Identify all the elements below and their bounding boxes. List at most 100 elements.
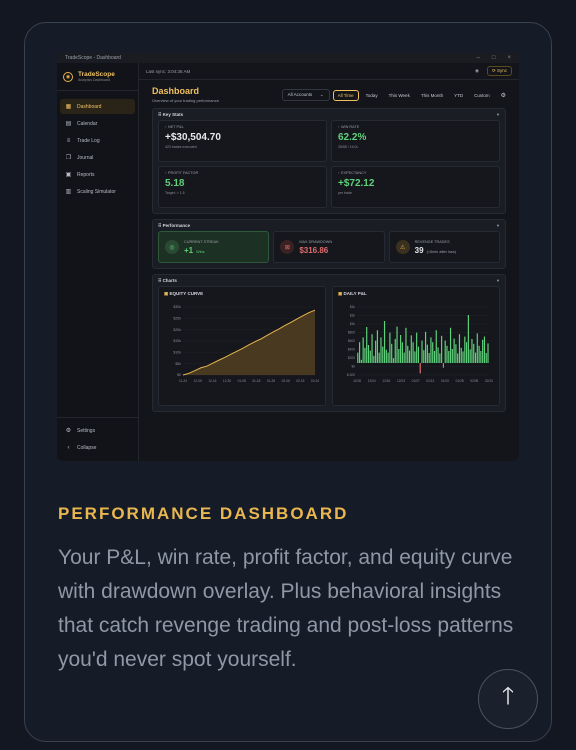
performance-value: +1 Wins xyxy=(184,246,219,255)
y-tick-label: $5k xyxy=(175,362,181,366)
sidebar: ◉ TradeScope Analytics Dashboard ▦ Dashbo… xyxy=(57,63,139,461)
x-tick-label: 01-28 xyxy=(267,379,275,383)
sync-button[interactable]: ⟳ Sync xyxy=(486,66,512,76)
sidebar-item-label: Trade Log xyxy=(77,137,100,144)
daily-bar xyxy=(417,346,420,363)
daily-bar xyxy=(421,340,423,363)
stat-sub: 423 trades executed xyxy=(165,145,197,149)
daily-pnl-chart: $-300 $0 $200 $400 $600 $800 $1k $1k $1k 11/28 12/… xyxy=(347,305,493,383)
performance-card: ⚠ REVENGE TRADES 39 (<5min after loss) xyxy=(388,231,500,263)
dashboard-screenshot: TradeScope - Dashboard – □ × ◉ TradeScop… xyxy=(57,53,519,461)
x-tick-label: 01-18 xyxy=(252,379,260,383)
y-tick-label: $200 xyxy=(348,356,355,360)
performance-card: ◎ CURRENT STREAK +1 Wins xyxy=(158,231,270,263)
x-tick-label: 12-16 xyxy=(208,379,216,383)
daily-bar xyxy=(419,363,421,374)
performance-card: ⊠ MAX DRAWDOWN $316.86 xyxy=(273,231,385,263)
maximize-icon[interactable]: □ xyxy=(491,55,496,61)
visibility-icon[interactable]: ◉ xyxy=(475,68,479,73)
close-icon[interactable]: × xyxy=(507,55,511,61)
drag-handle-icon[interactable]: ⠿ xyxy=(158,111,162,117)
sidebar-item-trade-log[interactable]: ≡ Trade Log xyxy=(60,133,135,148)
daily-bar xyxy=(385,349,387,363)
daily-bar xyxy=(433,351,436,363)
minimize-icon[interactable]: – xyxy=(476,55,480,61)
daily-bar xyxy=(485,353,487,363)
daily-bar xyxy=(467,315,469,363)
info-icon: ↑ xyxy=(165,125,168,129)
stat-value: 5.18 xyxy=(165,178,185,189)
streak-icon: ◎ xyxy=(165,240,179,254)
daily-bar xyxy=(369,350,371,363)
y-tick-label: $800 xyxy=(348,331,355,335)
daily-bar xyxy=(389,332,391,363)
performance-value: $316.86 xyxy=(299,246,332,255)
last-sync-text: Last sync: 3:04:36 AM xyxy=(146,68,191,74)
filter-custom[interactable]: Custom xyxy=(474,92,490,98)
simulator-icon: ▥ xyxy=(65,189,72,195)
stat-value: 62.2% xyxy=(338,132,367,143)
filter-this-month[interactable]: This Month xyxy=(420,92,444,98)
sidebar-item-collapse[interactable]: ‹ Collapse xyxy=(60,440,135,455)
daily-bar xyxy=(408,350,411,363)
stat-sub: Target: > 1.5 xyxy=(165,191,185,195)
filter-all-time[interactable]: All Time xyxy=(332,89,359,101)
daily-bar xyxy=(394,339,396,363)
feature-description: Your P&L, win rate, profit factor, and e… xyxy=(58,546,514,671)
daily-bar xyxy=(448,351,450,363)
settings-gear-icon[interactable]: ⚙ xyxy=(500,92,506,99)
sidebar-item-label: Dashboard xyxy=(77,103,102,110)
filter-today[interactable]: Today xyxy=(365,92,378,98)
drag-handle-icon[interactable]: ⠿ xyxy=(158,277,162,283)
stat-label-text: NET P&L xyxy=(167,125,184,129)
daily-pnl-title: DAILY P&L xyxy=(343,291,367,296)
daily-bar xyxy=(396,326,398,363)
account-select[interactable]: All Accounts ⌄ xyxy=(281,89,330,101)
collapse-caret-icon[interactable]: ▼ xyxy=(496,112,500,117)
key-stats-section: ⠿ Key Stats ▼ ↑ NET P&L +$30,504.70 423 tr… xyxy=(152,108,506,214)
performance-label: REVENGE TRADES xyxy=(414,239,450,244)
y-tick-label: $600 xyxy=(348,339,355,343)
daily-bar xyxy=(471,339,473,363)
daily-bar xyxy=(380,337,382,363)
topbar: Last sync: 3:04:36 AM ◉ ⟳ Sync xyxy=(139,63,519,80)
collapse-caret-icon[interactable]: ▼ xyxy=(496,278,500,283)
stat-label: ↑ WIN RATE xyxy=(338,125,493,129)
sidebar-item-reports[interactable]: ▣ Reports xyxy=(60,167,135,182)
page-subtitle: Overview of your trading performance xyxy=(152,98,219,103)
drag-handle-icon[interactable]: ⠿ xyxy=(158,222,162,228)
daily-bar xyxy=(439,353,441,363)
daily-bar xyxy=(383,321,386,363)
sidebar-item-settings[interactable]: ⚙ Settings xyxy=(60,423,135,438)
daily-bar xyxy=(375,340,377,363)
daily-bar xyxy=(414,351,416,363)
filter-this-week[interactable]: This Week xyxy=(388,92,410,98)
logo-icon: ◉ xyxy=(63,71,73,82)
daily-bar xyxy=(364,347,366,363)
x-tick-label: 02-06 xyxy=(282,379,290,383)
sidebar-item-journal[interactable]: ❐ Journal xyxy=(60,150,135,165)
stat-label-text: EXPECTANCY xyxy=(340,171,367,175)
daily-bar xyxy=(487,343,489,363)
performance-section: ⠿ Performance ▼ ◎ CURRENT STREAK +1 Wins ⊠ MA… xyxy=(152,219,506,269)
sidebar-item-calendar[interactable]: ▤ Calendar xyxy=(60,116,135,131)
account-select-value: All Accounts xyxy=(287,92,313,97)
performance-suffix: Wins xyxy=(196,249,205,254)
daily-bar xyxy=(387,352,389,363)
performance-value-number: $316.86 xyxy=(299,245,329,255)
stat-value: +$30,504.70 xyxy=(165,132,221,143)
daily-bar xyxy=(473,343,475,363)
sidebar-item-scaling-simulator[interactable]: ▥ Scaling Simulator xyxy=(60,184,135,199)
stat-card: ↑ WIN RATE 62.2% 28/58 / 16.0L xyxy=(331,120,500,162)
daily-bar xyxy=(457,353,459,363)
stat-card: ↑ PROFIT FACTOR 5.18 Target: > 1.5 xyxy=(158,166,327,208)
x-tick-label: 12-30 xyxy=(223,379,231,383)
stat-card: ↑ EXPECTANCY +$72.12 per trade xyxy=(331,166,500,208)
sidebar-item-dashboard[interactable]: ▦ Dashboard xyxy=(60,99,135,114)
y-tick-label: $25k xyxy=(173,317,181,321)
y-tick-label: $1k xyxy=(350,314,356,318)
daily-bar xyxy=(416,332,418,363)
filter-ytd[interactable]: YTD xyxy=(454,92,464,98)
scroll-to-top-button[interactable]: 🡑 xyxy=(478,669,538,729)
collapse-caret-icon[interactable]: ▼ xyxy=(496,223,500,228)
